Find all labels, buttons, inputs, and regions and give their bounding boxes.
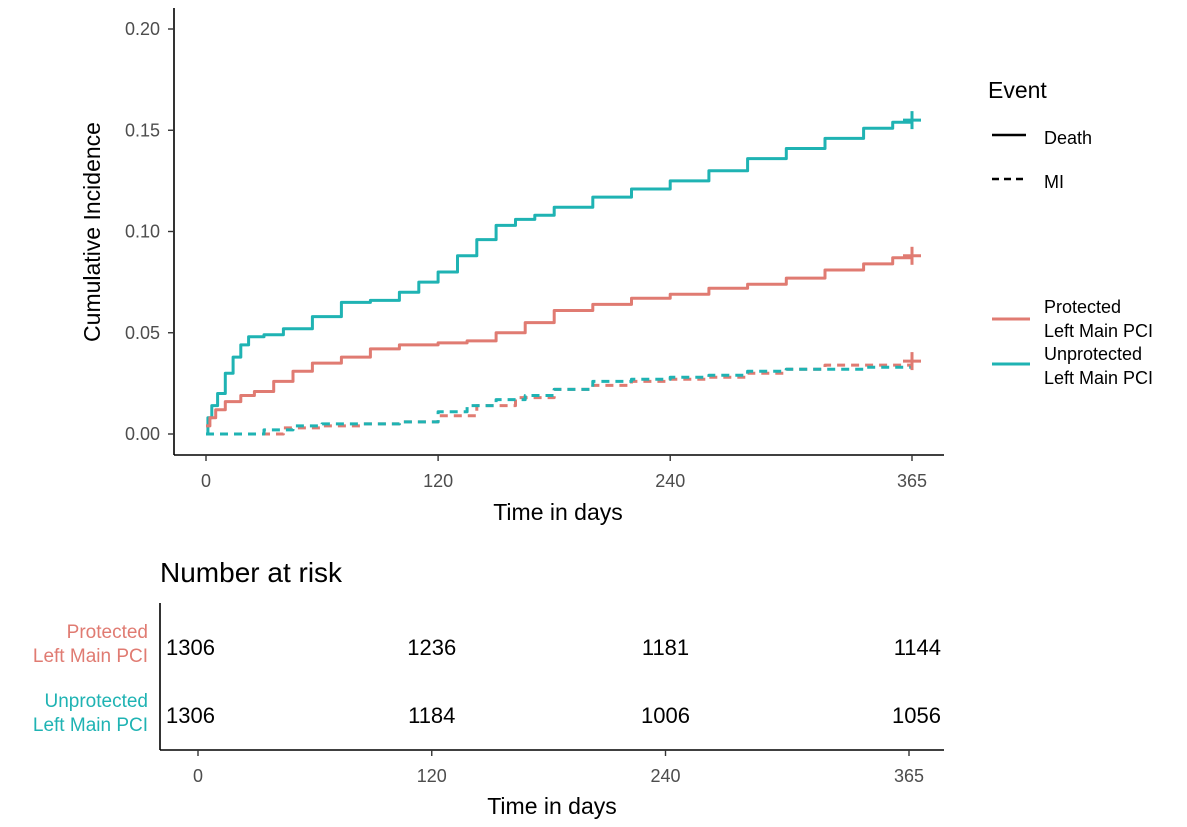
legend-group: Protected Left Main PCI Unprotected Left… [992,297,1153,388]
risk-x-tick-label: 365 [894,766,924,786]
legend-protected-label-2: Left Main PCI [1044,321,1153,341]
legend-mi-label: MI [1044,172,1064,192]
risk-x-axis-title: Time in days [487,793,617,819]
legend-event: Event Death MI [988,77,1092,192]
legend-protected-label-1: Protected [1044,297,1121,317]
risk-x-tick-label: 0 [193,766,203,786]
risk-cell: 1056 [892,703,941,728]
censor-marks [903,111,921,371]
y-tick-label: 0.10 [125,222,160,242]
series-line-unprotected-death [206,120,914,436]
risk-cell: 1181 [642,635,689,660]
risk-cell: 1144 [894,635,941,660]
legend-death-label: Death [1044,128,1092,148]
risk-row-label-unprotected-2: Left Main PCI [33,715,148,736]
risk-cell: 1184 [408,703,455,728]
series-layer [206,120,914,436]
series-line-protected-death [206,255,914,428]
risk-row-label-unprotected-1: Unprotected [44,691,148,712]
risk-cell: 1306 [166,703,215,728]
legend-unprotected-label-2: Left Main PCI [1044,368,1153,388]
x-axis-title: Time in days [493,499,623,525]
y-ticks: 0.00 0.05 0.10 0.15 0.20 [125,19,174,444]
risk-row-label-protected-2: Left Main PCI [33,646,148,667]
series-line-unprotected-mi [206,365,914,436]
risk-x-tick-label: 240 [650,766,680,786]
x-tick-label: 120 [423,471,453,491]
risk-row-label-protected-1: Protected [67,622,148,643]
risk-cell: 1236 [407,635,456,660]
y-tick-label: 0.15 [125,120,160,140]
censor-mark [903,111,921,130]
censor-mark [903,352,921,371]
y-axis-title: Cumulative Incidence [79,122,105,342]
risk-cells: 1306 1236 1181 1144 1306 1184 1006 1056 [166,635,941,728]
y-tick-label: 0.05 [125,323,160,343]
y-tick-label: 0.00 [125,424,160,444]
risk-table: Number at risk Protected Left Main PCI U… [33,557,944,819]
x-tick-label: 365 [897,471,927,491]
y-tick-label: 0.20 [125,19,160,39]
x-tick-label: 0 [201,471,211,491]
risk-cell: 1306 [166,635,215,660]
risk-cell: 1006 [641,703,690,728]
x-tick-label: 240 [655,471,685,491]
legend-unprotected-label-1: Unprotected [1044,344,1142,364]
legend-event-title: Event [988,77,1047,103]
main-plot: 0.00 0.05 0.10 0.15 0.20 0 120 240 365 Cumulati… [79,8,944,525]
risk-x-ticks: 0 120 240 365 [193,750,924,786]
x-ticks: 0 120 240 365 [201,455,927,491]
risk-x-tick-label: 120 [417,766,447,786]
censor-mark [903,246,921,265]
risk-table-title: Number at risk [160,557,343,588]
